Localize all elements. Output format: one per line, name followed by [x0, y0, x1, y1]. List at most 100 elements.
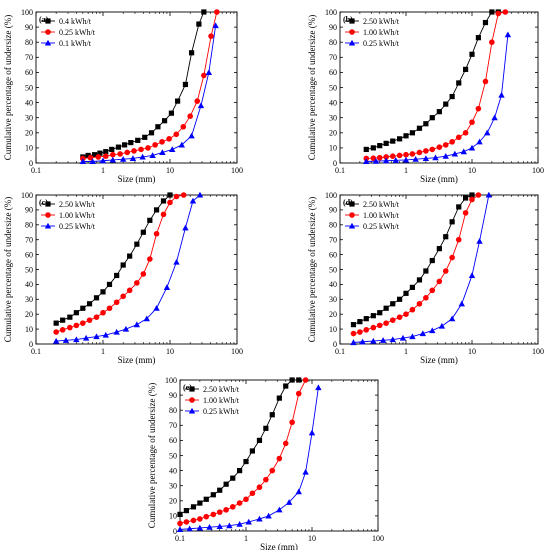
- legend-marker-c-1: [45, 212, 51, 218]
- data-point-d-1: [370, 324, 377, 331]
- data-point-e-0: [269, 412, 275, 418]
- chart-panel-b: 0 10 20 30 40 50 60 70 80 90 100 0.1 1 10 100 Size (mm)…: [307, 8, 544, 184]
- x-axis-label-c: Size (mm): [118, 355, 156, 365]
- y-tick-label-a: 50: [25, 83, 33, 92]
- data-point-a-0: [109, 146, 115, 153]
- legend-marker-a-0: [45, 18, 51, 24]
- data-point-e-0: [243, 458, 249, 465]
- data-point-e-1: [282, 440, 289, 447]
- data-point-b-0: [482, 19, 489, 26]
- y-tick-label-b: 20: [329, 129, 337, 138]
- data-point-e-0: [283, 383, 289, 389]
- data-point-a-0: [135, 137, 141, 143]
- data-point-c-0: [86, 301, 93, 307]
- data-point-d-1: [389, 317, 396, 323]
- data-point-c-1: [180, 192, 187, 198]
- data-point-c-1: [100, 309, 106, 316]
- data-point-b-0: [423, 121, 429, 127]
- data-point-d-0: [350, 322, 357, 328]
- data-point-a-2: [169, 146, 176, 152]
- data-point-e-2: [226, 522, 233, 529]
- data-point-b-2: [498, 91, 505, 98]
- data-point-b-1: [429, 146, 436, 153]
- y-axis-label-c: Cumulative percentage of undersize (%): [3, 197, 13, 342]
- panel-label-c: (c): [39, 198, 48, 207]
- data-point-a-2: [79, 158, 87, 165]
- data-point-e-0: [203, 496, 209, 502]
- data-point-c-1: [67, 324, 73, 331]
- x-tick-label-b: 0.1: [335, 166, 345, 175]
- data-point-b-2: [491, 114, 498, 121]
- data-point-b-1: [482, 78, 489, 85]
- series-line-c-2: [56, 194, 201, 342]
- data-point-d-2: [409, 333, 416, 340]
- data-point-a-1: [173, 131, 180, 138]
- y-tick-label-a: 70: [25, 53, 33, 62]
- y-tick-label-c: 100: [21, 191, 33, 200]
- data-point-e-1: [256, 484, 263, 491]
- x-tick-label-d: 1: [404, 347, 408, 356]
- data-point-a-2: [149, 152, 156, 159]
- y-tick-label-d: 70: [329, 236, 337, 245]
- data-point-b-2: [504, 31, 512, 38]
- y-tick-label-d: 0: [333, 340, 337, 349]
- data-point-e-2: [315, 384, 322, 391]
- y-tick-label-e: 90: [169, 391, 177, 400]
- chart-panel-a: 0 10 20 30 40 50 60 70 80 90 100 0.1 1 10 100 Size (mm)…: [3, 8, 243, 184]
- legend-label-d-2: 0.25 kWh/t: [363, 222, 400, 231]
- data-point-c-1: [126, 287, 133, 294]
- legend-label-e-2: 0.25 kWh/t: [203, 407, 240, 416]
- data-point-c-0: [167, 192, 173, 198]
- data-point-c-2: [189, 197, 197, 204]
- data-point-d-1: [436, 278, 443, 285]
- data-point-c-0: [67, 314, 73, 320]
- data-point-e-2: [265, 512, 272, 519]
- data-point-d-0: [390, 301, 396, 307]
- y-tick-label-a: 100: [21, 8, 33, 17]
- y-tick-label-c: 0: [29, 340, 33, 349]
- y-tick-label-c: 40: [25, 280, 33, 289]
- y-tick-label-d: 30: [329, 295, 337, 304]
- data-point-a-1: [187, 113, 193, 119]
- x-tick-label-a: 1: [101, 166, 105, 175]
- data-point-d-2: [485, 191, 493, 198]
- data-point-c-2: [93, 333, 100, 340]
- legend-marker-b-0: [349, 18, 355, 24]
- data-point-a-2: [99, 157, 107, 164]
- data-point-c-0: [80, 305, 86, 311]
- data-point-d-1: [429, 287, 436, 294]
- data-point-a-1: [95, 154, 102, 160]
- data-point-e-0: [217, 487, 223, 493]
- data-point-b-1: [495, 10, 502, 17]
- data-point-d-0: [370, 313, 376, 319]
- series-e-2: 0.25 kWh/t: [176, 384, 322, 533]
- data-point-e-1: [249, 490, 256, 497]
- data-point-d-1: [462, 210, 469, 216]
- y-tick-label-b: 30: [329, 114, 337, 123]
- data-point-d-2: [438, 322, 446, 329]
- data-point-b-1: [436, 144, 443, 150]
- data-point-c-2: [182, 224, 189, 231]
- data-point-b-0: [377, 143, 383, 149]
- legend-label-e-0: 2.50 kWh/t: [203, 385, 240, 394]
- data-point-c-0: [93, 295, 100, 301]
- data-point-e-0: [210, 492, 216, 498]
- y-tick-label-d: 80: [329, 221, 337, 230]
- data-point-e-2: [176, 526, 184, 533]
- legend-label-b-1: 1.00 kWh/t: [363, 28, 400, 37]
- series-a-0: 0.4 kWh/t: [41, 9, 207, 160]
- data-point-b-2: [460, 148, 467, 155]
- legend-marker-d-0: [349, 201, 355, 207]
- data-point-e-1: [276, 455, 283, 462]
- x-tick-label-a: 10: [166, 166, 174, 175]
- data-point-c-1: [80, 320, 86, 326]
- data-point-e-2: [308, 429, 316, 436]
- series-d-0: 2.50 kWh/t: [345, 192, 475, 328]
- data-point-a-1: [166, 136, 172, 142]
- x-tick-label-d: 0.1: [335, 347, 345, 356]
- data-point-b-2: [484, 129, 491, 136]
- data-point-b-0: [449, 93, 455, 100]
- data-point-c-1: [167, 199, 173, 206]
- data-point-c-0: [100, 289, 106, 295]
